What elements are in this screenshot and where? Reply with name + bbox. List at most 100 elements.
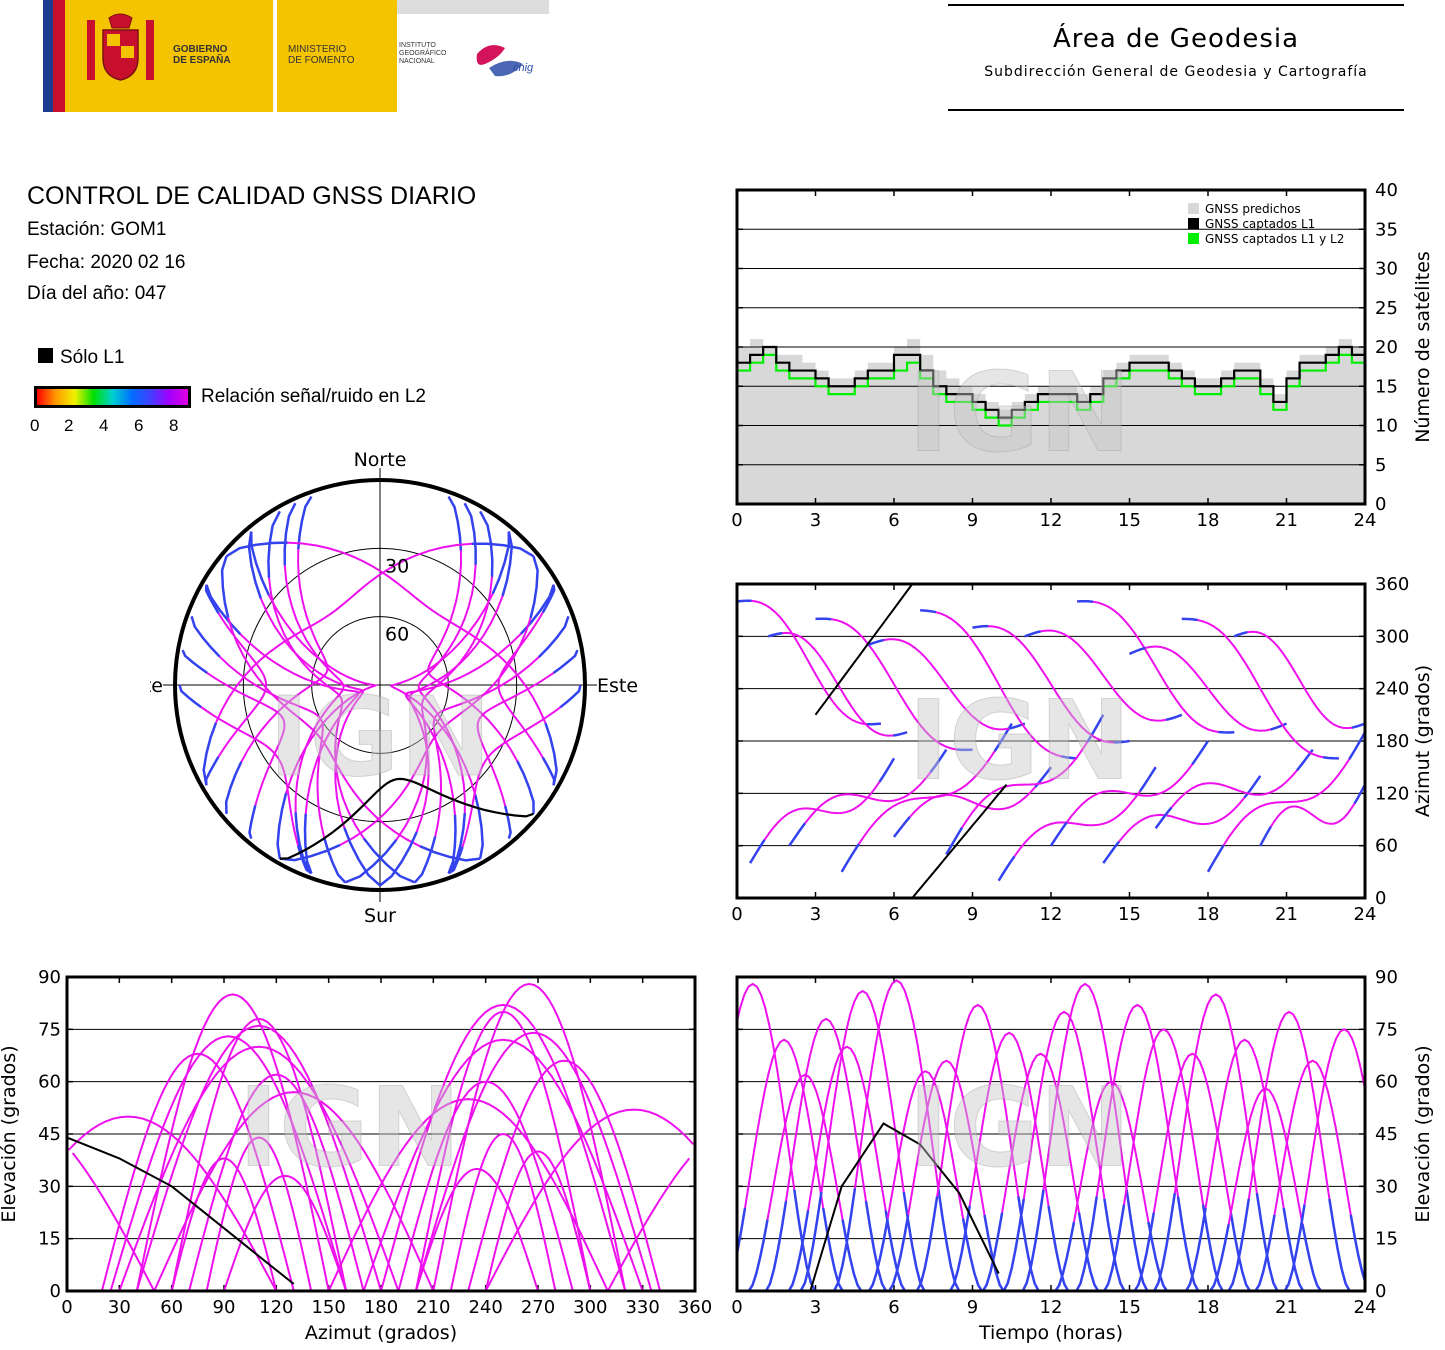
track-low-end [972,624,989,629]
track-low-end [997,855,1016,882]
track-low-end [224,761,243,814]
elevation-pass [915,1003,1040,1291]
y-tick-label: 15 [1375,1229,1398,1250]
azimuth-track [788,749,948,847]
azimuth-track [1233,630,1365,730]
track-low-end [279,843,341,862]
x-tick-label: 0 [731,510,742,531]
pass-low-end [1077,1212,1100,1291]
track-low-end [737,599,752,603]
x-tick-label: 270 [521,1297,555,1318]
track-low-end [1218,730,1235,734]
flag-red-left [53,0,65,112]
station-line: Estación: GOM1 [27,219,167,240]
y-tick-label: 0 [1375,888,1386,909]
flag-yellow [65,0,273,112]
track-low-end [491,531,511,595]
elevation-track [135,993,330,1291]
pass-low-end [1075,1196,1098,1291]
pass-low-end [841,1219,863,1291]
pass-low-end [1328,1198,1351,1291]
x-tick-label: 18 [1197,904,1220,925]
track-low-end [559,684,582,709]
y-tick-label: 30 [1375,259,1398,280]
track-low-end [920,608,937,614]
header-rule-top [948,4,1404,6]
x-tick-label: 12 [1040,510,1063,531]
pass-low-end [1054,1221,1076,1291]
pass-low-end [700,1190,711,1291]
track-low-end [225,541,288,558]
legend-swatch [1188,233,1199,244]
x-tick-label: 3 [810,904,821,925]
pass-low-end [961,1218,983,1291]
track-low-end [1233,630,1248,638]
azimuth-track [893,766,1052,838]
x-tick-label: 60 [160,1297,183,1318]
area-title: Área de Geodesia [1052,24,1300,54]
watermark-ign: IGN [238,1063,461,1191]
track-low-end [1351,722,1365,729]
pass-low-end [1201,1204,1224,1291]
elevation-track [380,1003,627,1291]
x-tick-label: 18 [1197,1297,1220,1318]
ministerio-block [277,0,397,112]
azimuth-track [815,617,973,751]
x-tick-label: 6 [888,1297,899,1318]
snr-tick: 8 [169,416,179,435]
pass-low-end [1301,1223,1322,1291]
elevation-pass [982,1052,1100,1291]
track-low-end [840,843,860,873]
track-low-end [1165,713,1183,722]
elevation-track [484,1108,695,1291]
pass-low-end [1047,1205,1070,1291]
y-tick-label: 0 [1375,1281,1386,1302]
elevation-track [71,1152,156,1291]
elevation-pass [1133,1052,1251,1291]
track-low-end [181,649,208,674]
track-low-end [893,816,911,838]
pass-low-end [737,1207,747,1260]
azimuth-track [945,714,1105,855]
watermark-ign: IGN [908,349,1131,477]
pass-low-end [787,1210,810,1291]
track-low-end [297,495,313,550]
sky-track [404,584,555,874]
pass-low-end [864,1201,888,1291]
track-low-end [419,845,481,862]
x-tick-label: 24 [1354,510,1377,531]
grey-band [397,0,549,14]
pass-low-end [888,1214,910,1291]
x-tick-label: 18 [1197,510,1220,531]
pass-low-end [1283,1204,1306,1291]
elevation-pass [1185,1038,1305,1291]
elevation-track [327,1098,609,1291]
track-low-end [1138,766,1157,792]
track-low-end [205,584,242,635]
pass-low-end [764,1201,788,1291]
elevation-track [432,982,627,1291]
pass-low-end [832,1188,857,1291]
track-low-end [413,836,437,884]
track-low-end [503,805,512,839]
header-rule-bottom [948,109,1404,111]
x-tick-label: 0 [61,1297,72,1318]
pass-low-end [1229,1212,1252,1291]
track-low-end [538,615,570,658]
track-low-end [768,631,783,638]
pass-low-end [799,1191,823,1291]
legend-label: GNSS captados L1 y L2 [1205,232,1344,246]
track-low-end [1353,784,1365,805]
pass-low-end [1002,1198,1026,1291]
elevation-pass [868,1070,983,1291]
azimuth-track [749,757,895,864]
pass-low-end [1125,1189,1149,1291]
elevation-track [170,1157,278,1291]
snr-colorbar [34,386,191,408]
track-low-end [815,617,832,621]
track-low-end [1348,731,1365,760]
pass-low-end [793,1189,817,1291]
x-tick-label: 12 [1040,904,1063,925]
x-tick-label: 6 [888,510,899,531]
